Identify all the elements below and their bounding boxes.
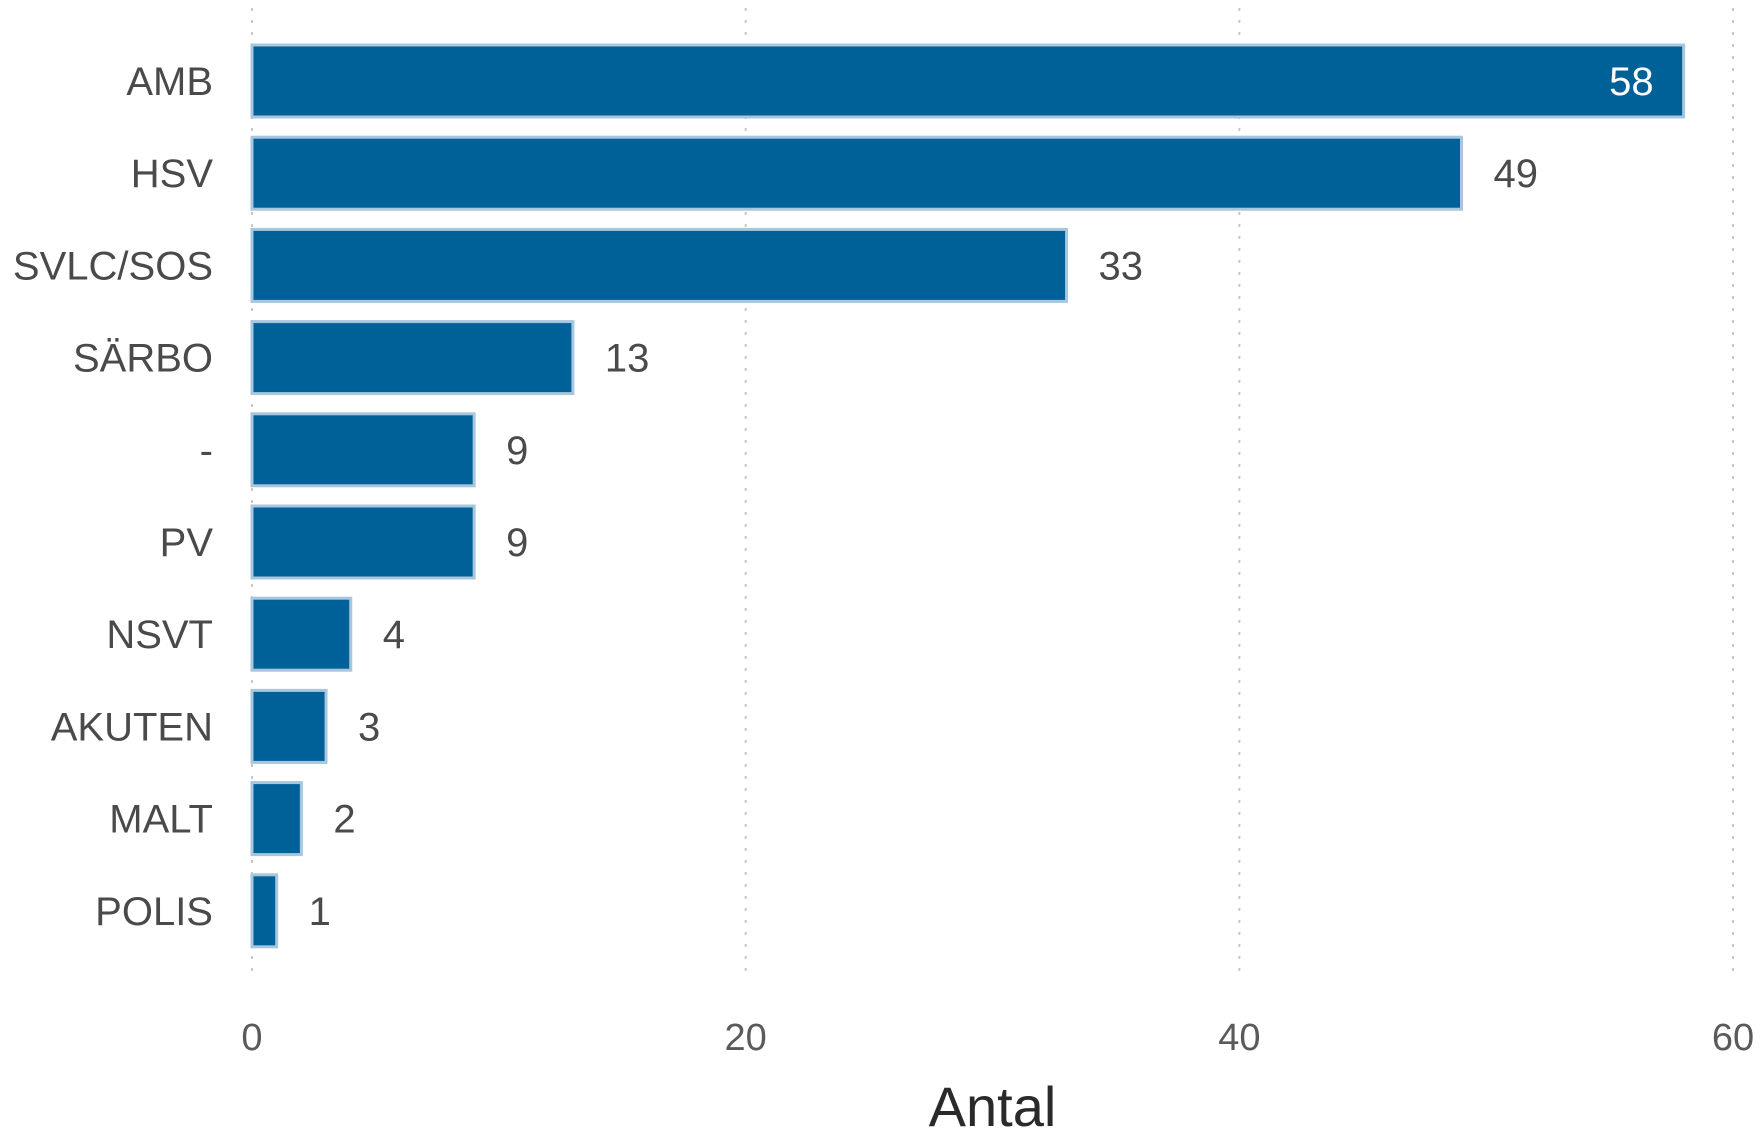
category-labels: AMB HSV SVLC/SOS SÄRBO - PV NSVT AKUTEN MALT POLI… [13, 60, 213, 934]
value-label: 9 [506, 521, 528, 565]
value-label: 4 [383, 613, 405, 657]
bar [250, 320, 575, 396]
category-label: - [200, 429, 213, 473]
bar [250, 596, 353, 672]
value-label: 58 [1609, 60, 1654, 104]
x-axis-title: Antal [929, 1075, 1057, 1135]
category-label: NSVT [106, 613, 213, 657]
value-labels: 58 49 33 13 9 9 4 3 2 1 [309, 60, 1654, 934]
x-tick-label: 0 [241, 1017, 262, 1059]
x-tick-label: 60 [1712, 1017, 1754, 1059]
bar [250, 412, 476, 488]
x-tick-label: 20 [725, 1017, 767, 1059]
bar [250, 504, 476, 580]
bar-layer [250, 43, 1686, 949]
category-label: AMB [126, 60, 213, 104]
category-label: SVLC/SOS [13, 244, 213, 288]
value-label: 13 [605, 337, 650, 381]
bar [250, 43, 1686, 119]
x-tick-label: 40 [1218, 1017, 1260, 1059]
value-label: 9 [506, 429, 528, 473]
category-label: SÄRBO [73, 337, 213, 381]
bar [250, 227, 1069, 303]
bar [250, 781, 303, 857]
category-label: MALT [109, 798, 213, 842]
value-label: 2 [333, 798, 355, 842]
category-label: HSV [131, 152, 214, 196]
value-label: 3 [358, 705, 380, 749]
category-label: PV [160, 521, 214, 565]
x-axis-ticks: 0 20 40 60 [241, 1017, 1754, 1059]
value-label: 33 [1099, 244, 1144, 288]
value-label: 49 [1493, 152, 1538, 196]
category-label: POLIS [95, 890, 213, 934]
bar [250, 135, 1463, 211]
value-label: 1 [309, 890, 331, 934]
bar [250, 873, 279, 949]
bar [250, 688, 328, 764]
category-label: AKUTEN [51, 705, 213, 749]
